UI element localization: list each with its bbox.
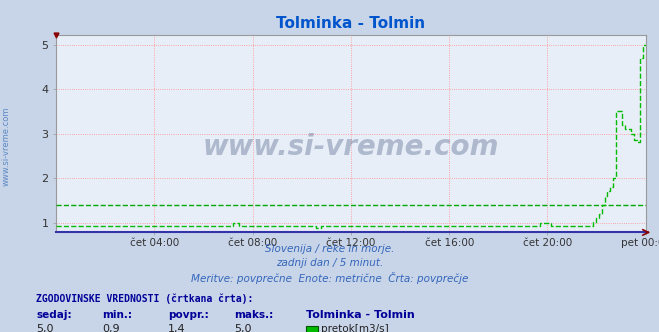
Text: www.si-vreme.com: www.si-vreme.com [203, 133, 499, 161]
Text: 5,0: 5,0 [234, 324, 252, 332]
Text: Slovenija / reke in morje.: Slovenija / reke in morje. [265, 244, 394, 254]
Title: Tolminka - Tolmin: Tolminka - Tolmin [276, 16, 426, 31]
Text: 1,4: 1,4 [168, 324, 186, 332]
Text: www.si-vreme.com: www.si-vreme.com [2, 106, 11, 186]
Text: ZGODOVINSKE VREDNOSTI (črtkana črta):: ZGODOVINSKE VREDNOSTI (črtkana črta): [36, 294, 254, 304]
Text: min.:: min.: [102, 310, 132, 320]
Text: sedaj:: sedaj: [36, 310, 72, 320]
Text: Meritve: povprečne  Enote: metrične  Črta: povprečje: Meritve: povprečne Enote: metrične Črta:… [191, 272, 468, 284]
Text: 0,9: 0,9 [102, 324, 120, 332]
Text: povpr.:: povpr.: [168, 310, 209, 320]
Text: pretok[m3/s]: pretok[m3/s] [321, 324, 389, 332]
Text: zadnji dan / 5 minut.: zadnji dan / 5 minut. [276, 258, 383, 268]
Text: maks.:: maks.: [234, 310, 273, 320]
Text: 5,0: 5,0 [36, 324, 54, 332]
Text: Tolminka - Tolmin: Tolminka - Tolmin [306, 310, 415, 320]
